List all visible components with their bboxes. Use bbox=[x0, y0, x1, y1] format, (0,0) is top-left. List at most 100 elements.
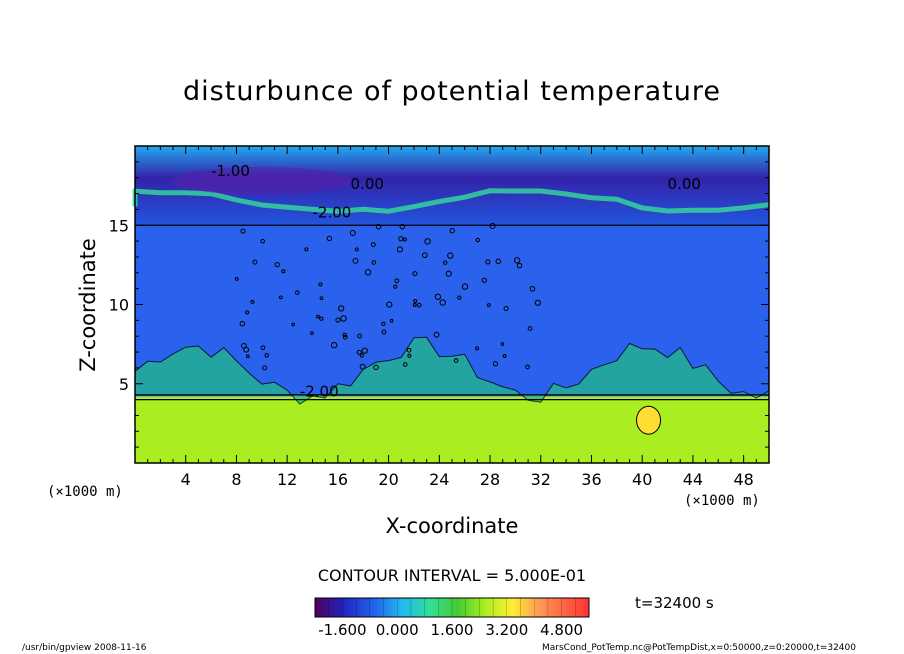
x-tick-label: 4 bbox=[181, 470, 191, 489]
contour-dot bbox=[402, 362, 408, 367]
contour-dot bbox=[495, 258, 502, 265]
contour-dot bbox=[433, 331, 440, 338]
contour-dot bbox=[245, 354, 250, 359]
contour-dot bbox=[316, 314, 320, 319]
contour-dot bbox=[481, 277, 487, 283]
warm-blob bbox=[636, 405, 662, 435]
contour-dot bbox=[445, 270, 452, 277]
contour-dot bbox=[457, 295, 462, 300]
footer-right: MarsCond_PotTemp.nc@PotTempDist,x=0:5000… bbox=[542, 643, 856, 653]
contour-dot bbox=[516, 262, 523, 269]
x-tick-label: 36 bbox=[581, 470, 601, 489]
x-tick-label: 16 bbox=[328, 470, 348, 489]
contour-dot bbox=[295, 290, 300, 295]
contour-dot bbox=[422, 252, 428, 259]
contour-dot bbox=[398, 236, 404, 242]
contour-dot bbox=[529, 285, 536, 292]
contour-interval-text: CONTOUR INTERVAL = 5.000E-01 bbox=[317, 566, 587, 585]
contour-dot bbox=[260, 238, 265, 244]
contour-dot bbox=[335, 317, 341, 323]
contour-dot bbox=[354, 247, 359, 252]
contour-dot bbox=[245, 310, 250, 315]
x-tick-label: 20 bbox=[378, 470, 398, 489]
contour-label: -1.00 bbox=[211, 162, 250, 180]
colorbar: -1.600 0.000 1.600 3.200 4.800 bbox=[314, 597, 590, 639]
contour-dot bbox=[475, 237, 481, 243]
y-tick-label: 10 bbox=[109, 296, 129, 315]
contour-dot bbox=[375, 223, 382, 230]
y-axis-label: Z-coordinate bbox=[76, 238, 100, 372]
y-tick-label: 5 bbox=[119, 375, 129, 394]
chart-title: disturbunce of potential temperature bbox=[183, 76, 721, 107]
contour-dot bbox=[412, 271, 418, 277]
turbulent-band bbox=[134, 336, 770, 405]
contour-dot bbox=[502, 354, 507, 358]
contour-dot bbox=[513, 257, 521, 264]
contour-dot bbox=[371, 260, 377, 265]
contour-label: 0.00 bbox=[668, 175, 701, 193]
contour-dot bbox=[393, 284, 398, 289]
contour-dot bbox=[262, 365, 268, 371]
contour-dot bbox=[364, 269, 372, 276]
contour-dot bbox=[359, 353, 364, 358]
contour-dot bbox=[319, 296, 324, 301]
contour-dot bbox=[349, 229, 356, 236]
contour-dot bbox=[352, 257, 359, 264]
contour-dot bbox=[338, 305, 345, 312]
x-tick-label: 48 bbox=[733, 470, 753, 489]
contour-dot bbox=[342, 332, 347, 338]
contour-dot bbox=[474, 346, 480, 351]
contour-dot bbox=[260, 345, 266, 351]
colorbar-tick-label: 1.600 bbox=[431, 621, 474, 639]
contour-label: 0.00 bbox=[351, 175, 384, 193]
contour-dot bbox=[449, 228, 455, 234]
contour-dot bbox=[402, 237, 407, 242]
contour-dot bbox=[486, 303, 491, 308]
contour-dot bbox=[274, 261, 280, 268]
contour-dot bbox=[330, 341, 338, 349]
contour-dot bbox=[239, 320, 246, 327]
contour-dot bbox=[389, 318, 394, 323]
contour-dot bbox=[250, 299, 255, 304]
footer-left: /usr/bin/gpview 2008-11-16 bbox=[22, 643, 147, 653]
contour-dot bbox=[357, 333, 363, 339]
contour-dot bbox=[500, 342, 505, 346]
x-tick-label: 24 bbox=[429, 470, 449, 489]
contour-dot bbox=[434, 293, 442, 300]
contour-dot bbox=[447, 252, 454, 259]
contour-dot bbox=[326, 235, 333, 242]
y-axis-unit: (×1000 m) bbox=[47, 484, 123, 500]
contour-dot bbox=[319, 316, 324, 321]
contour-label: -2.00 bbox=[300, 382, 339, 400]
contour-dot bbox=[461, 283, 469, 290]
contour-dot bbox=[373, 364, 379, 371]
plot-area: -1.00 0.00 -2.00 0.00 -2.00 bbox=[132, 146, 770, 463]
contour-dot bbox=[439, 299, 446, 306]
contour-dot bbox=[492, 361, 499, 367]
colorbar-tick-label: 3.200 bbox=[485, 621, 528, 639]
contour-dot bbox=[291, 322, 295, 327]
contour-dot bbox=[485, 259, 491, 265]
contour-dot bbox=[342, 334, 348, 340]
x-tick-label: 44 bbox=[683, 470, 703, 489]
contour-dot bbox=[370, 242, 376, 248]
contour-dot bbox=[424, 238, 431, 245]
x-tick-label: 28 bbox=[480, 470, 500, 489]
contour-dot bbox=[399, 223, 406, 230]
x-tick-label: 12 bbox=[277, 470, 297, 489]
x-tick-label: 8 bbox=[231, 470, 241, 489]
contour-dot bbox=[386, 301, 393, 308]
contour-dot bbox=[264, 353, 269, 358]
contour-dot bbox=[240, 228, 246, 234]
contour-dot bbox=[412, 303, 417, 307]
contour-dot bbox=[234, 276, 239, 281]
contour-dot bbox=[356, 349, 362, 355]
contour-dot bbox=[394, 278, 400, 284]
contour-dot bbox=[396, 246, 403, 253]
contour-dot bbox=[413, 298, 418, 303]
x-axis-unit: (×1000 m) bbox=[684, 493, 760, 509]
contour-dot bbox=[442, 260, 448, 265]
contour-dot bbox=[252, 259, 258, 265]
